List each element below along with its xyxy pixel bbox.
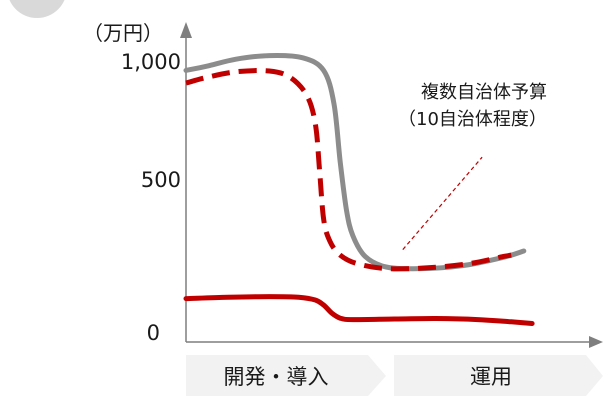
annotation-line-2: （10自治体程度） xyxy=(398,109,547,130)
phase-label-development: 開発・導入 xyxy=(224,365,329,389)
y-tick-label-0: 0 xyxy=(147,321,160,345)
phase-label-operation: 運用 xyxy=(470,365,512,389)
phase-bar-operation xyxy=(394,355,603,396)
series-line-red-solid xyxy=(183,294,535,326)
corner-circle-decoration xyxy=(9,0,65,18)
y-unit-label: （万円） xyxy=(83,21,163,45)
y-axis-arrow xyxy=(180,22,192,38)
annotation-line-1: 複数自治体予算 xyxy=(421,82,547,103)
series-line-red-dashed xyxy=(185,68,512,272)
x-axis-arrow xyxy=(589,336,603,348)
y-tick-label-1000: 1,000 xyxy=(121,50,181,74)
annotation-leader-line xyxy=(402,156,483,250)
series-line-gray-solid xyxy=(183,52,527,272)
phase-bar-development xyxy=(186,355,386,396)
y-tick-label-500: 500 xyxy=(141,168,181,192)
